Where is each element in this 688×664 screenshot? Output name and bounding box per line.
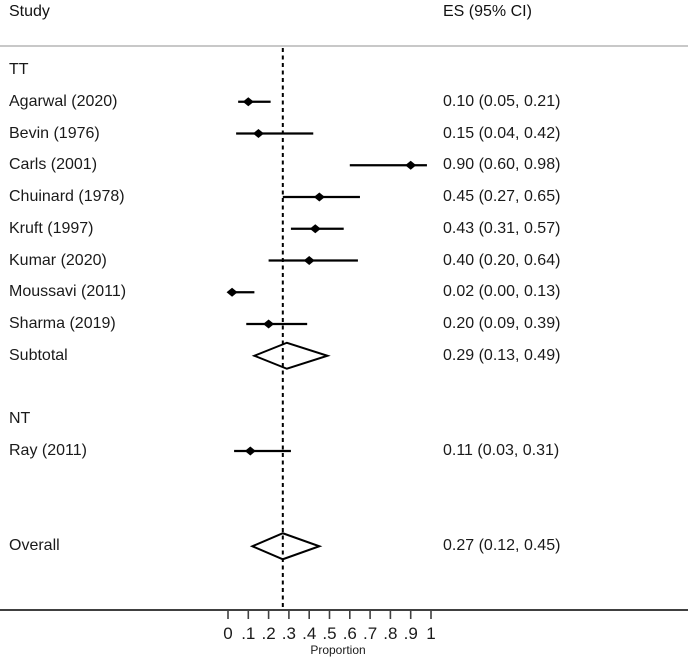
study-label: Bevin (1976): [9, 124, 100, 142]
point-estimate-marker: [252, 129, 264, 138]
x-axis-title: Proportion: [310, 643, 366, 657]
x-tick-label: .8: [383, 624, 398, 643]
x-tick-label: .4: [302, 624, 317, 643]
es-ci-value: 0.29 (0.13, 0.49): [443, 346, 561, 364]
point-estimate-marker: [226, 287, 238, 297]
column-header-study: Study: [9, 3, 50, 20]
es-ci-value: 0.11 (0.03, 0.31): [443, 442, 560, 459]
point-estimate-marker: [242, 97, 254, 107]
es-ci-value: 0.10 (0.05, 0.21): [443, 92, 561, 110]
study-label: Kumar (2020): [9, 251, 107, 269]
x-tick-label: .9: [403, 624, 418, 643]
study-label: Chuinard (1978): [9, 188, 125, 205]
study-label: Ray (2011): [9, 442, 87, 459]
study-label: Carls (2001): [9, 156, 98, 174]
es-ci-value: 0.90 (0.60, 0.98): [443, 156, 561, 174]
study-label: Overall: [9, 537, 60, 555]
group-label: NT: [9, 410, 31, 428]
point-estimate-marker: [303, 256, 315, 265]
x-tick-label: .1: [241, 624, 256, 643]
x-tick-label: 0: [223, 624, 233, 643]
study-label: Agarwal (2020): [9, 92, 118, 110]
x-tick-label: .3: [281, 624, 296, 643]
x-tick-label: .7: [363, 624, 378, 643]
summary-diamond: [249, 532, 323, 561]
point-estimate-marker: [263, 319, 275, 329]
x-tick-label: .6: [342, 624, 357, 643]
point-estimate-marker: [244, 446, 256, 456]
study-label: Moussavi (2011): [9, 283, 127, 301]
es-ci-value: 0.40 (0.20, 0.64): [443, 251, 561, 269]
study-label: Sharma (2019): [9, 315, 116, 332]
point-estimate-marker: [313, 192, 325, 202]
summary-diamond: [251, 341, 331, 370]
es-ci-value: 0.02 (0.00, 0.13): [443, 283, 561, 301]
point-estimate-marker: [405, 160, 417, 170]
group-label: TT: [9, 61, 29, 78]
study-label: Subtotal: [9, 346, 68, 364]
es-ci-value: 0.27 (0.12, 0.45): [443, 537, 561, 555]
es-ci-value: 0.15 (0.04, 0.42): [443, 124, 561, 142]
point-estimate-marker: [309, 224, 321, 234]
x-tick-label: 1: [426, 624, 436, 643]
es-ci-value: 0.20 (0.09, 0.39): [443, 315, 561, 332]
study-label: Kruft (1997): [9, 219, 94, 237]
column-header-es: ES (95% CI): [443, 3, 532, 20]
x-tick-label: .2: [261, 624, 276, 643]
x-tick-label: .5: [322, 624, 337, 643]
es-ci-value: 0.43 (0.31, 0.57): [443, 219, 561, 237]
es-ci-value: 0.45 (0.27, 0.65): [443, 188, 561, 205]
